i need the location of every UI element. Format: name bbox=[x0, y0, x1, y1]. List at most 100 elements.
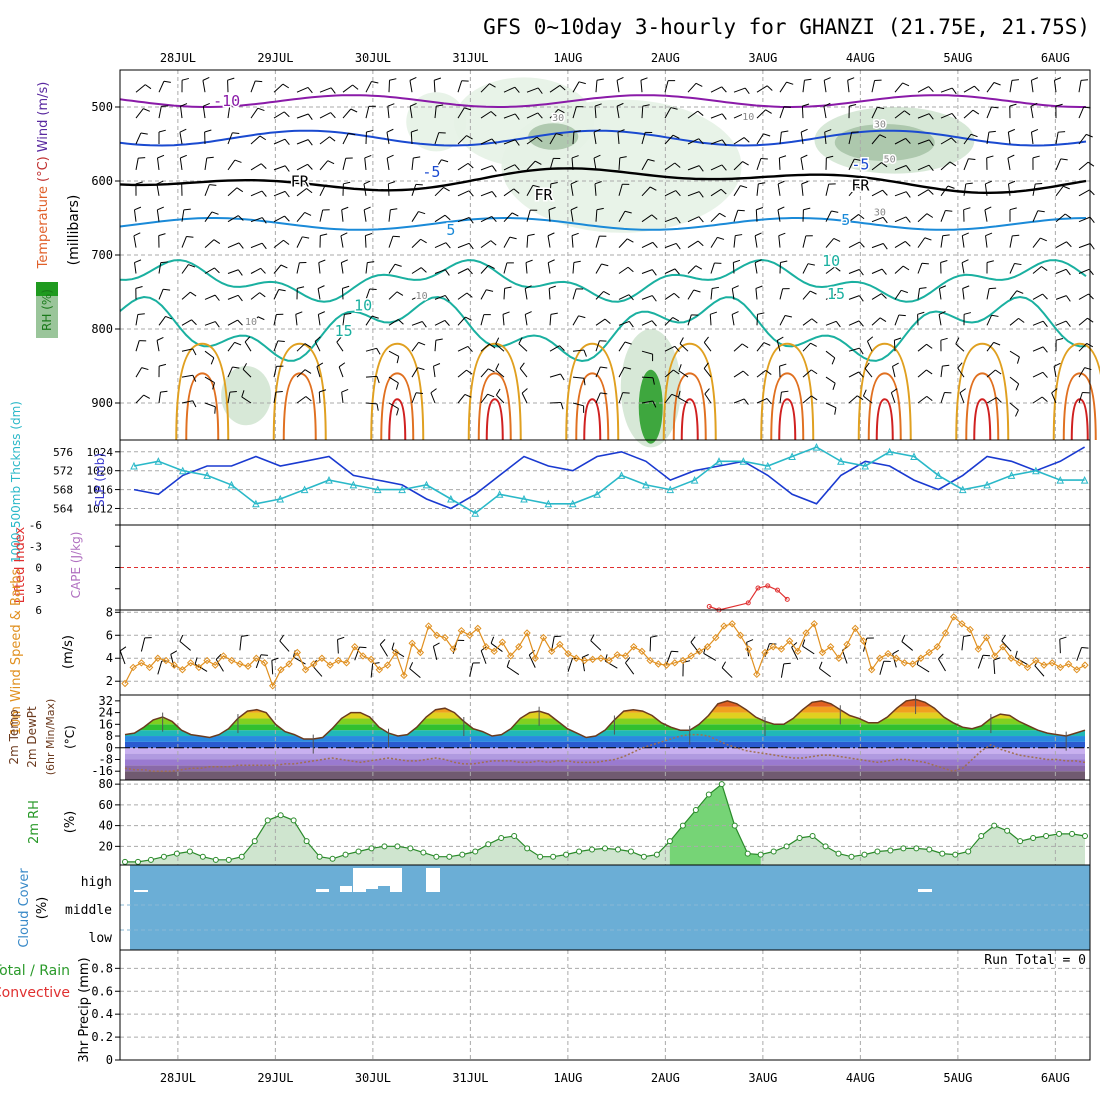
rh2m-marker-10 bbox=[252, 839, 257, 844]
upper-wind-barb-346-flag bbox=[370, 289, 377, 290]
cloud-level-low: low bbox=[89, 931, 113, 946]
run-total: Run Total = 0 bbox=[984, 953, 1086, 968]
cloud-unit: (%) bbox=[35, 897, 50, 920]
date-bottom-4: 1AUG bbox=[553, 1071, 582, 1085]
rh2m-unit: (%) bbox=[63, 811, 78, 834]
precip-ylabel: 3hr Precip (mm) bbox=[77, 957, 92, 1062]
upper-wind-barb-352-shaft bbox=[504, 288, 505, 299]
wind10m-barb-76-flag bbox=[747, 640, 753, 643]
contour-label-11: 15 bbox=[827, 285, 845, 303]
date-bottom-7: 4AUG bbox=[846, 1071, 875, 1085]
wind10m-2-tick-label: 2 bbox=[106, 674, 113, 688]
rh2m-marker-74 bbox=[1083, 833, 1088, 838]
wind10m-barb-16-shaft bbox=[256, 655, 261, 668]
date-bottom-5: 2AUG bbox=[651, 1071, 680, 1085]
upper-wind-barb-290-flag bbox=[1012, 235, 1019, 236]
rh2m-marker-22 bbox=[408, 846, 413, 851]
wind10m-barb-66-flag bbox=[671, 651, 678, 652]
wind10m-barb-84-shaft bbox=[803, 646, 815, 654]
wind10m-barb-74-flag bbox=[722, 662, 725, 668]
wind10m-barb-20 bbox=[280, 635, 289, 651]
thickness-tick-label-564: 564 bbox=[53, 502, 73, 515]
upper-wind-barb-207-flag bbox=[1035, 183, 1042, 184]
contour-label-4: FR bbox=[534, 186, 553, 204]
contour-label-6: 5 bbox=[446, 221, 455, 239]
wind10m-barb-80 bbox=[781, 663, 790, 677]
wind10m-barb-6-flag bbox=[171, 651, 177, 654]
temp-band-6 bbox=[120, 736, 1090, 742]
date-top-6: 3AUG bbox=[748, 51, 777, 65]
rh2m-marker-51 bbox=[784, 844, 789, 849]
wind10m-barb-102-flag bbox=[964, 635, 971, 636]
upper-wind-barb-508-flag bbox=[230, 392, 237, 393]
li-tick-label-4: 6 bbox=[35, 604, 42, 617]
wind10m-barb-52-flag bbox=[554, 636, 561, 637]
precip-total-rain-label: Total / Rain bbox=[0, 963, 70, 979]
rh2m-ylabel: 2m RH bbox=[27, 800, 42, 844]
upper-wind-barb-154-shaft bbox=[779, 158, 780, 170]
wind10m-barb-102 bbox=[962, 635, 971, 650]
temp2m-ylabel-c: (6hr Min/Max) bbox=[44, 699, 57, 776]
upper-wind-barb-328-flag bbox=[922, 263, 929, 264]
upper-wind-barb-5-flag bbox=[255, 81, 262, 82]
rh2m-marker-12 bbox=[278, 813, 283, 818]
wind10m-barb-108-flag bbox=[1002, 635, 1006, 641]
rh-label: RH (%) bbox=[40, 289, 54, 331]
rh2m-marker-46 bbox=[719, 782, 724, 787]
date-bottom-0: 28JUL bbox=[160, 1071, 196, 1085]
upper-wind-barb-41-flag bbox=[1081, 80, 1088, 81]
wind10m-barb-56-flag bbox=[582, 654, 588, 657]
wind10m-barb-26-shaft bbox=[338, 639, 339, 653]
wind10m-barb-26 bbox=[338, 637, 345, 653]
li-tick-label-2: 0 bbox=[35, 562, 42, 575]
wind10m-barb-62 bbox=[625, 657, 633, 674]
thickness-tick-label-572: 572 bbox=[53, 465, 73, 478]
rh2m-marker-8 bbox=[226, 857, 231, 862]
upper-wind-barb-345-shaft bbox=[342, 288, 343, 299]
wind10m-barb-104 bbox=[978, 655, 990, 668]
wind10m-barb-8-flag bbox=[180, 635, 183, 641]
contour-label-13: 30 bbox=[874, 120, 886, 131]
upper-wind-barb-320-shaft bbox=[733, 263, 734, 274]
wind10m-barb-116-shaft bbox=[1077, 648, 1082, 661]
li-tick-label-3: 3 bbox=[35, 583, 42, 596]
wind10m-8-tick-label: 8 bbox=[106, 605, 113, 619]
wind10m-barb-100-shaft bbox=[938, 659, 945, 671]
wind10m-barb-24 bbox=[313, 660, 322, 676]
wind10m-barb-110-flag bbox=[1015, 651, 1017, 658]
upper-wind-barb-378-flag bbox=[138, 314, 145, 315]
rh2m-40-tick-label: 40 bbox=[99, 819, 113, 833]
contour-label-12: 30 bbox=[552, 113, 564, 124]
rh2m-marker-25 bbox=[447, 854, 452, 859]
thickness-tick-label-568: 568 bbox=[53, 484, 73, 497]
upper-wind-barb-411-flag bbox=[899, 315, 906, 316]
contour-label-0: -10 bbox=[213, 92, 240, 110]
rh2m-marker-67 bbox=[992, 823, 997, 828]
rh2m-marker-42 bbox=[667, 839, 672, 844]
rh2m-marker-68 bbox=[1005, 828, 1010, 833]
temp2m-ylabel-b: 2m DewPt bbox=[25, 706, 39, 768]
rh2m-marker-15 bbox=[317, 854, 322, 859]
rh2m-marker-57 bbox=[862, 852, 867, 857]
wind10m-barb-86-shaft bbox=[819, 668, 830, 676]
rh2m-marker-24 bbox=[434, 854, 439, 859]
wind10m-series bbox=[125, 617, 1085, 686]
upper-air-ylabel-part: Temperature bbox=[36, 186, 51, 269]
upper-wind-barb-262-shaft bbox=[365, 236, 366, 248]
rh2m-marker-56 bbox=[849, 854, 854, 859]
contour-label-9: 10 bbox=[822, 252, 840, 270]
contour-label-14: 30 bbox=[874, 208, 886, 219]
wind10m-barb-106-shaft bbox=[994, 660, 995, 674]
temp-band-9 bbox=[120, 718, 1090, 724]
temp-band-3 bbox=[120, 754, 1090, 760]
date-top-1: 29JUL bbox=[257, 51, 293, 65]
rh2m-marker-18 bbox=[356, 849, 361, 854]
wind10m-barb-92-shaft bbox=[880, 661, 884, 674]
wind10m-barb-0 bbox=[120, 647, 126, 664]
upper-wind-barb-179-shaft bbox=[388, 184, 389, 196]
wind10m-barb-74 bbox=[722, 662, 732, 678]
wind10m-barb-116-flag bbox=[1082, 648, 1089, 649]
upper-air-800-tick-label: 800 bbox=[91, 322, 113, 336]
rh2m-marker-59 bbox=[888, 848, 893, 853]
wind10m-barb-16-flag bbox=[261, 655, 268, 656]
